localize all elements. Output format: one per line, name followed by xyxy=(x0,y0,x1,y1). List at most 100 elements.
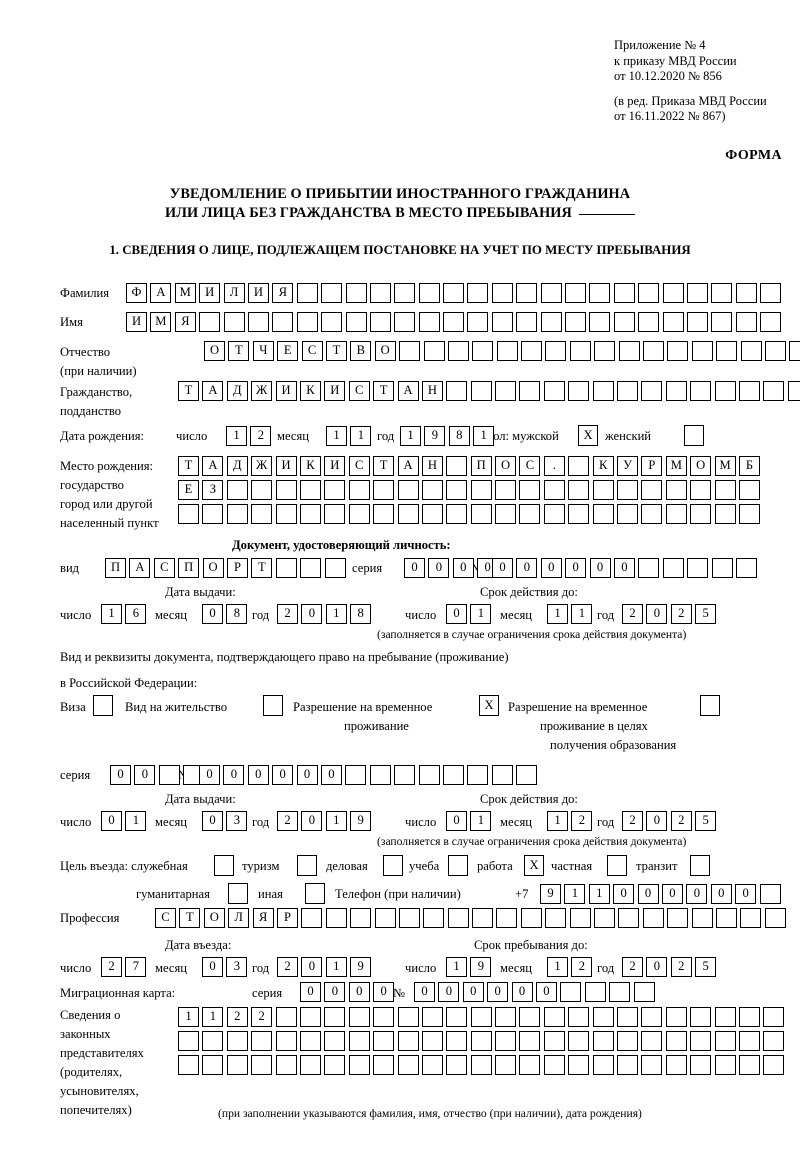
char-cell[interactable] xyxy=(592,1007,614,1027)
char-cell[interactable] xyxy=(491,312,513,332)
char-cell[interactable] xyxy=(496,341,518,361)
char-cell[interactable] xyxy=(690,1031,712,1051)
char-cell[interactable]: 0 xyxy=(516,558,538,578)
char-cell[interactable]: 0 xyxy=(301,811,323,831)
char-cell[interactable] xyxy=(348,480,370,500)
char-cell[interactable] xyxy=(470,504,492,524)
char-cell[interactable]: Д xyxy=(226,456,248,476)
char-cell[interactable]: И xyxy=(275,456,297,476)
char-cell[interactable] xyxy=(665,1007,687,1027)
char-cell[interactable] xyxy=(394,765,416,785)
field-birth-place-row-3[interactable] xyxy=(178,504,760,524)
char-cell[interactable] xyxy=(759,884,781,904)
char-cell[interactable]: Р xyxy=(226,558,248,578)
char-cell[interactable]: К xyxy=(299,381,321,401)
char-cell[interactable]: О xyxy=(495,456,517,476)
char-cell[interactable] xyxy=(324,1055,346,1075)
char-cell[interactable]: 2 xyxy=(251,1007,273,1027)
char-cell[interactable] xyxy=(665,504,687,524)
char-cell[interactable]: 1 xyxy=(547,811,568,831)
char-cell[interactable]: Л xyxy=(228,908,250,928)
char-cell[interactable]: 0 xyxy=(446,604,467,624)
checkbox-purpose-other[interactable] xyxy=(305,883,325,904)
char-cell[interactable]: П xyxy=(178,558,200,578)
char-cell[interactable] xyxy=(568,1031,590,1051)
char-cell[interactable]: 0 xyxy=(223,765,245,785)
char-cell[interactable] xyxy=(300,558,322,578)
char-cell[interactable] xyxy=(687,558,709,578)
char-cell[interactable] xyxy=(667,908,689,928)
char-cell[interactable]: 1 xyxy=(446,957,467,977)
char-cell[interactable] xyxy=(594,341,616,361)
field-legal-rep-row-3[interactable] xyxy=(178,1055,785,1075)
char-cell[interactable] xyxy=(467,283,489,303)
char-cell[interactable] xyxy=(394,312,416,332)
char-cell[interactable] xyxy=(374,908,396,928)
checkbox-purpose-study[interactable] xyxy=(448,855,468,876)
char-cell[interactable] xyxy=(641,1055,663,1075)
char-cell[interactable]: 2 xyxy=(622,957,643,977)
char-cell[interactable]: К xyxy=(592,456,614,476)
char-cell[interactable] xyxy=(443,283,465,303)
char-cell[interactable]: 2 xyxy=(277,604,298,624)
char-cell[interactable] xyxy=(763,381,785,401)
char-cell[interactable]: 2 xyxy=(101,957,122,977)
char-cell[interactable] xyxy=(711,312,733,332)
char-cell[interactable]: 2 xyxy=(277,957,298,977)
char-cell[interactable]: 0 xyxy=(134,765,156,785)
char-cell[interactable]: Т xyxy=(178,381,199,401)
char-cell[interactable] xyxy=(638,283,660,303)
char-cell[interactable]: 2 xyxy=(670,957,692,977)
char-cell[interactable] xyxy=(421,504,443,524)
char-cell[interactable]: 0 xyxy=(511,982,533,1002)
char-cell[interactable] xyxy=(202,1055,224,1075)
char-cell[interactable]: 9 xyxy=(350,957,372,977)
char-cell[interactable] xyxy=(348,1055,370,1075)
char-cell[interactable] xyxy=(226,1055,248,1075)
char-cell[interactable] xyxy=(735,558,757,578)
char-cell[interactable] xyxy=(589,283,611,303)
char-cell[interactable]: 2 xyxy=(571,811,593,831)
char-cell[interactable]: М xyxy=(150,312,172,332)
char-cell[interactable]: 2 xyxy=(622,811,643,831)
char-cell[interactable]: М xyxy=(174,283,196,303)
char-cell[interactable]: Р xyxy=(276,908,298,928)
char-cell[interactable]: С xyxy=(348,456,370,476)
char-cell[interactable] xyxy=(443,312,465,332)
char-cell[interactable] xyxy=(251,1031,273,1051)
char-cell[interactable]: А xyxy=(202,456,224,476)
char-cell[interactable] xyxy=(299,1007,321,1027)
char-cell[interactable]: 2 xyxy=(622,604,643,624)
char-cell[interactable]: 0 xyxy=(101,811,122,831)
char-cell[interactable] xyxy=(735,312,757,332)
char-cell[interactable] xyxy=(324,1031,346,1051)
char-cell[interactable]: 0 xyxy=(462,982,484,1002)
char-cell[interactable] xyxy=(565,283,587,303)
char-cell[interactable] xyxy=(665,1055,687,1075)
char-cell[interactable] xyxy=(495,1055,517,1075)
char-cell[interactable] xyxy=(592,1031,614,1051)
char-cell[interactable] xyxy=(568,504,590,524)
char-cell[interactable] xyxy=(446,504,468,524)
char-cell[interactable] xyxy=(569,908,591,928)
char-cell[interactable]: П xyxy=(470,456,492,476)
char-cell[interactable]: 0 xyxy=(452,558,474,578)
char-cell[interactable]: Я xyxy=(272,283,294,303)
char-cell[interactable] xyxy=(662,558,684,578)
char-cell[interactable]: А xyxy=(202,381,224,401)
char-cell[interactable]: 1 xyxy=(473,426,495,446)
char-cell[interactable] xyxy=(324,558,346,578)
char-cell[interactable] xyxy=(711,558,733,578)
char-cell[interactable] xyxy=(690,381,712,401)
